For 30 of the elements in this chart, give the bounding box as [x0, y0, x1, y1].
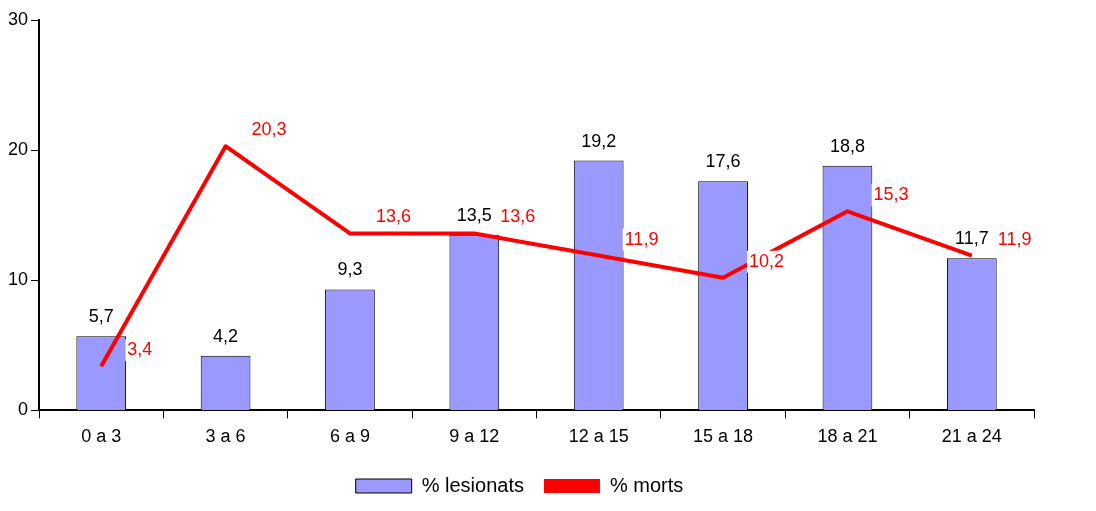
x-tick-label: 3 a 6	[205, 426, 246, 447]
data-label: 20,3	[251, 119, 287, 140]
data-label: 13,6	[375, 206, 411, 227]
data-label: 19,2	[581, 130, 617, 151]
data-label: 17,6	[705, 151, 741, 172]
data-label: 18,8	[829, 135, 865, 156]
data-label: 9,3	[337, 259, 363, 280]
data-label: 10,2	[749, 250, 785, 271]
legend-label: % morts	[609, 473, 684, 496]
data-label: 13,6	[500, 206, 536, 227]
x-tick-label: 21 a 24	[941, 426, 1002, 447]
data-label: 3,4	[127, 339, 153, 360]
data-label: 11,9	[624, 228, 659, 249]
x-tick-label: 18 a 21	[817, 426, 878, 447]
data-label: 15,3	[873, 184, 909, 205]
x-tick-label: 0 a 3	[81, 426, 122, 447]
y-tick-label: 20	[7, 139, 29, 160]
x-tick-label: 9 a 12	[449, 426, 500, 447]
legend-label: % lesionats	[421, 473, 524, 496]
y-tick-label: 30	[7, 8, 29, 29]
x-tick-label: 12 a 15	[568, 426, 629, 447]
x-tick-label: 15 a 18	[693, 426, 754, 447]
data-label: 13,5	[456, 204, 492, 225]
data-label: 4,2	[213, 325, 239, 346]
data-label: 11,7	[954, 228, 989, 249]
x-tick-label: 6 a 9	[329, 426, 370, 447]
data-label: 5,7	[88, 306, 114, 327]
data-label: 11,9	[997, 228, 1032, 249]
y-tick-label: 10	[7, 269, 29, 290]
y-tick-label: 0	[18, 399, 29, 420]
